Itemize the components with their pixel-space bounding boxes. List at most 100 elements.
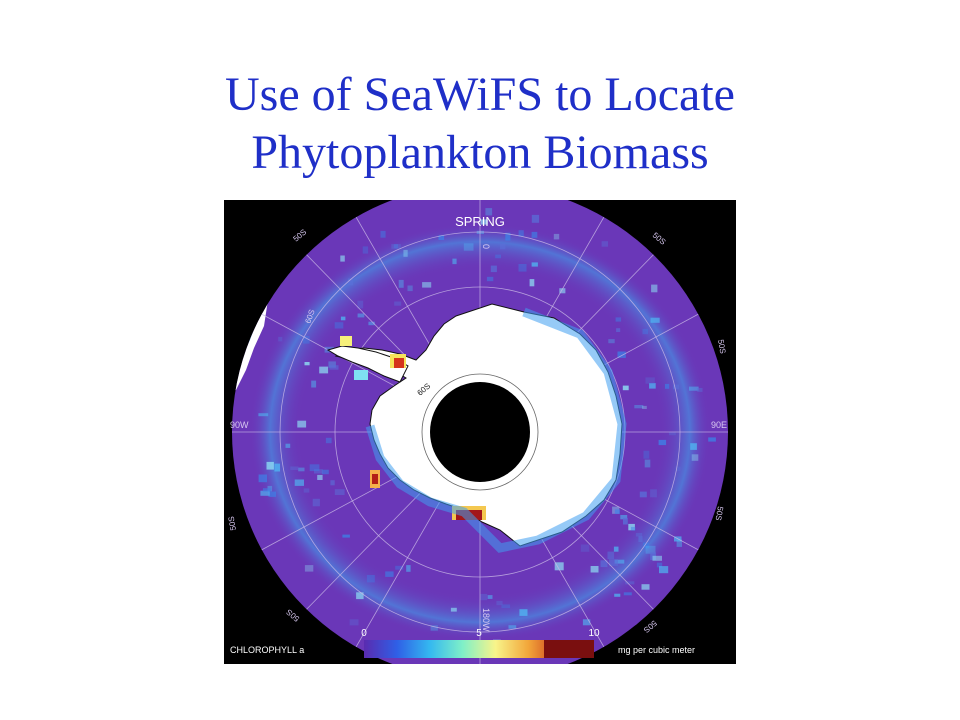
ocean-speckle (652, 555, 662, 561)
ocean-speckle (508, 625, 517, 629)
ocean-speckle (262, 488, 271, 492)
ocean-speckle (430, 625, 438, 631)
ocean-speckle (519, 609, 528, 616)
ocean-speckle (268, 491, 276, 497)
ocean-speckle (385, 571, 394, 577)
ocean-speckle (398, 279, 404, 288)
ocean-speckle (642, 405, 647, 409)
ocean-speckle (463, 243, 474, 251)
coastal-blue-band (365, 307, 627, 553)
ocean-speckle (559, 288, 566, 294)
ocean-speckle (294, 479, 304, 486)
ocean-speckle (608, 339, 615, 344)
lat-label-upper-left: 50S (292, 227, 309, 243)
lat-label-lower-left: 50S (285, 607, 302, 623)
ocean-speckle (406, 565, 411, 572)
ocean-speckle (531, 231, 538, 238)
ocean-speckle (393, 244, 398, 249)
ocean-speckle (340, 316, 346, 321)
colorbar-legend: CHLOROPHYLL a mg per cubic meter 0 5 10 (230, 628, 695, 658)
ocean-speckle (349, 619, 359, 626)
ocean-speckle (580, 544, 590, 552)
ocean-speckle (487, 595, 493, 599)
ocean-speckle (689, 386, 699, 391)
ocean-speckle (357, 313, 365, 318)
ocean-speckle (298, 467, 305, 472)
slide-title-line-2: Phytoplankton Biomass (251, 126, 709, 179)
ocean-speckle (614, 559, 625, 564)
lon-label-bottom: 180W (481, 608, 491, 632)
ocean-speckle (617, 351, 626, 358)
ocean-speckle (643, 542, 650, 549)
ocean-speckle (651, 284, 658, 293)
ocean-speckle (303, 336, 310, 344)
lat-label-lower-right: 50S (642, 618, 659, 634)
ocean-layer (232, 200, 728, 664)
ocean-speckle (311, 380, 317, 388)
ocean-speckle (673, 384, 679, 390)
ocean-speckle (623, 517, 628, 525)
ocean-speckle (644, 459, 651, 468)
ocean-speckle (620, 515, 628, 520)
ocean-speckle (645, 377, 655, 384)
ocean-speckle (529, 279, 535, 287)
ocean-speckle (642, 328, 648, 335)
ocean-speckle (380, 230, 386, 238)
ocean-speckle (634, 405, 644, 409)
ocean-speckle (285, 443, 291, 448)
ocean-speckle (297, 420, 307, 428)
ocean-speckle (362, 246, 369, 254)
ocean-speckle (650, 489, 657, 498)
ocean-speckle (304, 362, 310, 366)
ocean-speckle (691, 454, 699, 461)
ocean-speckle (676, 539, 682, 547)
ocean-speckle (290, 466, 299, 470)
ocean-speckle (625, 581, 635, 585)
pole-no-data (430, 382, 530, 482)
ocean-speckle (656, 562, 663, 568)
ocean-speckle (639, 491, 647, 498)
colorbar (364, 640, 594, 658)
ocean-speckle (395, 565, 404, 570)
ocean-speckle (690, 443, 697, 450)
ocean-speckle (518, 230, 524, 237)
ocean-speckle (312, 498, 320, 507)
ocean-speckle (260, 490, 270, 496)
colorbar-high-end (544, 640, 594, 658)
ocean-speckle (645, 545, 656, 554)
legend-unit-label: mg per cubic meter (618, 645, 695, 655)
ocean-speckle (650, 317, 660, 323)
ocean-speckle (613, 546, 619, 552)
ocean-speckle (452, 258, 457, 265)
ocean-speckle (641, 584, 650, 590)
ocean-speckle (278, 336, 283, 342)
slide-title-line-1: Use of SeaWiFS to Locate (225, 68, 735, 121)
ocean-speckle (480, 219, 488, 225)
ocean-speckle (321, 469, 329, 475)
ocean-speckle (319, 366, 329, 374)
ocean-speckle (635, 533, 643, 537)
ocean-speckle (622, 385, 629, 391)
ocean-speckle (394, 301, 402, 306)
lat-label-right-lower: 50S (714, 506, 725, 522)
chlorophyll-map: SPRING 0 90W 90E 180W 50S 60S 50S 50S 50… (224, 200, 736, 664)
ocean-speckle (368, 321, 375, 326)
ocean-speckle (531, 262, 538, 267)
ocean-speckle (356, 592, 364, 600)
ocean-speckle (659, 566, 669, 574)
ocean-speckle (500, 243, 506, 250)
ocean-speckle (531, 214, 540, 223)
ocean-speckle (330, 480, 335, 486)
ocean-speckle (391, 244, 401, 249)
ocean-speckle (495, 254, 501, 259)
ocean-speckle (422, 282, 432, 288)
legend-tick-label: 10 (588, 628, 600, 639)
ocean-speckle (630, 526, 636, 531)
ocean-speckle (357, 300, 364, 309)
ocean-speckle (607, 551, 615, 560)
ocean-speckle (403, 249, 408, 257)
lon-label-top: 0 (481, 244, 491, 249)
ocean-speckle (490, 265, 497, 273)
ocean-speckle (643, 450, 650, 459)
ocean-speckle (342, 534, 350, 538)
